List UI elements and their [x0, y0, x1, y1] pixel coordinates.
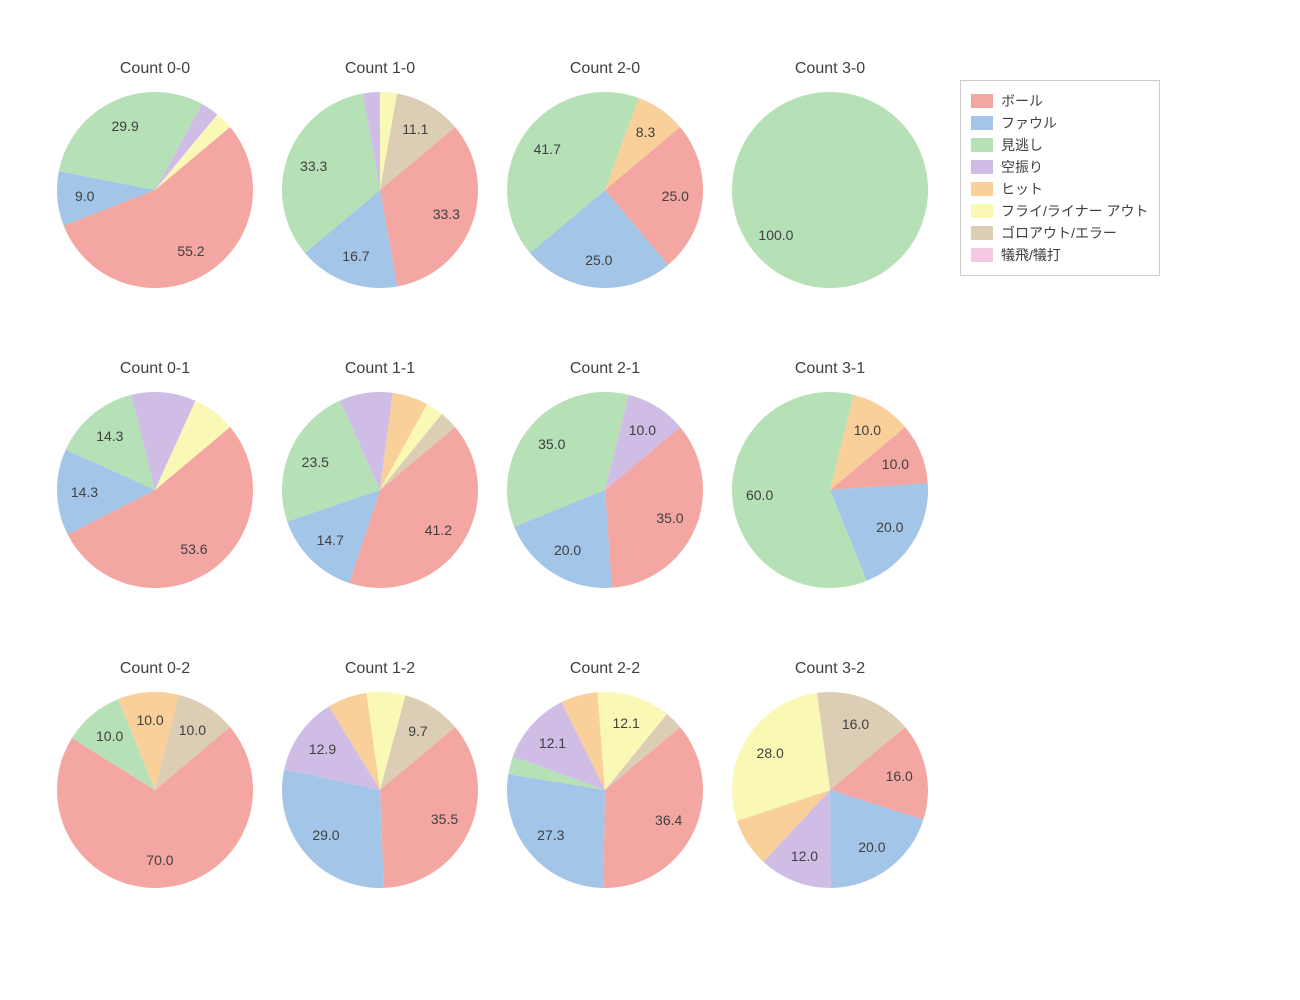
pie-chart — [282, 692, 478, 888]
pie-slice-label: 20.0 — [858, 839, 885, 855]
pie-slice-label: 60.0 — [746, 487, 773, 503]
legend-item: 犠飛/犠打 — [971, 245, 1149, 265]
legend-item: ファウル — [971, 113, 1149, 133]
pie-chart — [282, 392, 478, 588]
legend-swatch — [971, 204, 993, 218]
pie-slice-label: 12.0 — [791, 848, 818, 864]
pie-slice-label: 12.1 — [539, 735, 566, 751]
legend-swatch — [971, 138, 993, 152]
legend-swatch — [971, 116, 993, 130]
pie-slice-label: 41.2 — [425, 522, 452, 538]
pie-slice-label: 25.0 — [662, 188, 689, 204]
pie-slice-label: 12.1 — [612, 715, 639, 731]
pie-slice-label: 23.5 — [302, 454, 329, 470]
pie-slice-label: 10.0 — [629, 422, 656, 438]
pie-slice-label: 20.0 — [876, 519, 903, 535]
chart-title: Count 2-1 — [570, 360, 640, 378]
pie-chart — [507, 392, 703, 588]
pie-slice-label: 33.3 — [433, 206, 460, 222]
pie-slice-label: 27.3 — [537, 827, 564, 843]
chart-title: Count 0-1 — [120, 360, 190, 378]
legend-label: ゴロアウト/エラー — [1001, 223, 1117, 243]
legend-swatch — [971, 94, 993, 108]
legend-label: ファウル — [1001, 113, 1057, 133]
legend-label: 見逃し — [1001, 135, 1043, 155]
legend-label: フライ/ライナー アウト — [1001, 201, 1149, 221]
chart-title: Count 1-0 — [345, 60, 415, 78]
pie-slice-label: 20.0 — [554, 542, 581, 558]
legend-swatch — [971, 248, 993, 262]
pie-slice-label: 100.0 — [758, 227, 793, 243]
pie-slice-label: 10.0 — [854, 422, 881, 438]
chart-title: Count 3-1 — [795, 360, 865, 378]
legend-item: 空振り — [971, 157, 1149, 177]
chart-grid: Count 0-0 55.2 9.0 29.9 Count 1-0 33.3 16.7 33.… — [0, 0, 1300, 1000]
pie-slice-label: 29.0 — [312, 827, 339, 843]
legend-swatch — [971, 226, 993, 240]
pie-slice-label: 35.5 — [431, 811, 458, 827]
legend-label: ヒット — [1001, 179, 1043, 199]
pie-slice-label: 29.9 — [111, 118, 138, 134]
pie-slice-label: 16.0 — [842, 716, 869, 732]
legend-item: 見逃し — [971, 135, 1149, 155]
pie-slice-label: 35.0 — [656, 510, 683, 526]
pie-slice-label: 10.0 — [179, 722, 206, 738]
pie-slice-label: 8.3 — [636, 124, 655, 140]
pie-slice-label: 35.0 — [538, 436, 565, 452]
pie-slice-label: 12.9 — [309, 741, 336, 757]
pie-slice-label: 36.4 — [655, 812, 682, 828]
chart-title: Count 1-2 — [345, 660, 415, 678]
chart-title: Count 0-2 — [120, 660, 190, 678]
chart-title: Count 2-2 — [570, 660, 640, 678]
pie-slice-label: 9.7 — [408, 723, 427, 739]
pie-slice-label: 14.7 — [317, 532, 344, 548]
pie-slice — [732, 92, 928, 288]
pie-chart — [282, 92, 478, 288]
legend-item: フライ/ライナー アウト — [971, 201, 1149, 221]
pie-chart — [732, 92, 928, 288]
legend-label: 空振り — [1001, 157, 1043, 177]
pie-slice-label: 33.3 — [300, 158, 327, 174]
pie-slice-label: 14.3 — [96, 428, 123, 444]
pie-slice-label: 25.0 — [585, 252, 612, 268]
legend-item: ヒット — [971, 179, 1149, 199]
legend-label: ボール — [1001, 91, 1043, 111]
pie-slice-label: 16.7 — [342, 248, 369, 264]
pie-slice-label: 28.0 — [757, 745, 784, 761]
legend-item: ゴロアウト/エラー — [971, 223, 1149, 243]
pie-slice-label: 9.0 — [75, 188, 94, 204]
chart-title: Count 3-0 — [795, 60, 865, 78]
pie-slice-label: 10.0 — [96, 728, 123, 744]
legend-swatch — [971, 182, 993, 196]
pie-slice-label: 55.2 — [177, 243, 204, 259]
legend: ボールファウル見逃し空振りヒットフライ/ライナー アウトゴロアウト/エラー犠飛/… — [960, 80, 1160, 276]
chart-title: Count 1-1 — [345, 360, 415, 378]
pie-slice-label: 16.0 — [886, 768, 913, 784]
pie-slice-label: 14.3 — [71, 484, 98, 500]
chart-title: Count 3-2 — [795, 660, 865, 678]
pie-slice-label: 10.0 — [882, 456, 909, 472]
chart-title: Count 0-0 — [120, 60, 190, 78]
pie-slice-label: 41.7 — [534, 141, 561, 157]
pie-slice-label: 70.0 — [146, 852, 173, 868]
pie-slice-label: 10.0 — [136, 712, 163, 728]
pie-chart — [507, 692, 703, 888]
pie-chart — [732, 692, 928, 888]
legend-swatch — [971, 160, 993, 174]
pie-slice-label: 53.6 — [180, 541, 207, 557]
legend-label: 犠飛/犠打 — [1001, 245, 1061, 265]
chart-title: Count 2-0 — [570, 60, 640, 78]
legend-item: ボール — [971, 91, 1149, 111]
pie-slice-label: 11.1 — [402, 121, 428, 137]
